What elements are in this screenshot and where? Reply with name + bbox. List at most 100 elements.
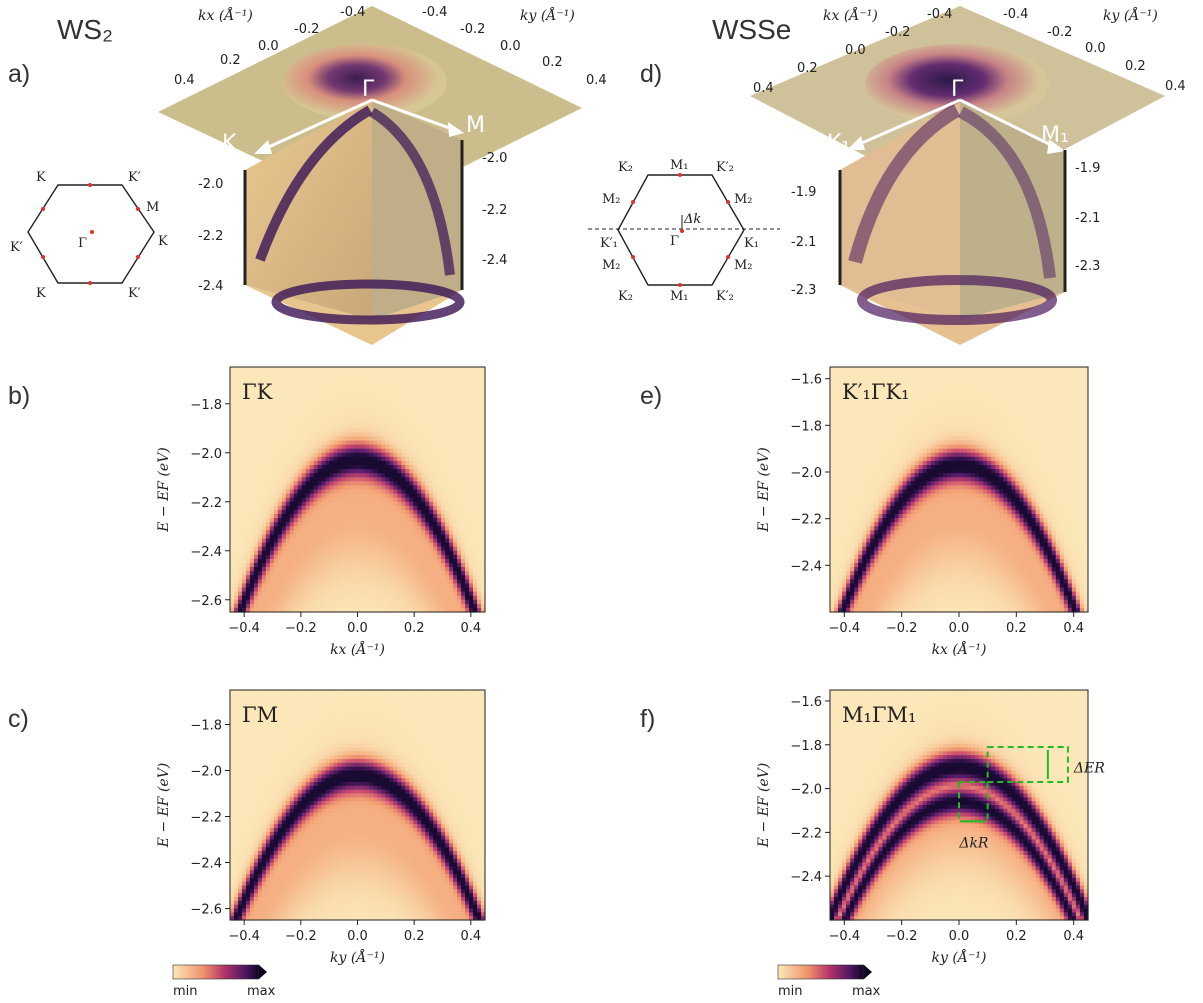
heatmap-cell — [230, 456, 235, 462]
a-k-label: K — [222, 131, 237, 156]
heatmap-cell — [249, 789, 255, 795]
heatmap-cell — [309, 587, 315, 593]
heatmap-cell — [481, 497, 486, 503]
heatmap-cell — [393, 607, 398, 613]
heatmap-cell — [389, 420, 394, 425]
heatmap-cell — [301, 558, 307, 564]
heatmap-cell — [265, 371, 271, 376]
heatmap-cell — [365, 509, 371, 515]
heatmap-cell — [285, 448, 291, 454]
heatmap-cell — [265, 481, 271, 487]
heatmap-cell — [230, 603, 235, 609]
heatmap-cell — [365, 407, 371, 413]
heatmap-cell — [249, 713, 255, 718]
heatmap-cell — [345, 599, 351, 605]
heatmap-cell — [249, 690, 255, 695]
heatmap-cell — [257, 877, 263, 883]
heatmap-cell — [349, 371, 355, 376]
heatmap-cell — [421, 420, 426, 425]
heatmap-cell — [265, 485, 271, 491]
heatmap-cell — [321, 383, 327, 389]
heatmap-cell — [341, 530, 347, 536]
heatmap-cell — [461, 452, 466, 458]
heatmap-cell — [389, 448, 394, 454]
heatmap-cell — [361, 563, 367, 568]
heatmap-cell — [417, 554, 422, 560]
heatmap-cell — [245, 526, 251, 531]
heatmap-cell — [261, 693, 267, 699]
heatmap-cell — [425, 558, 430, 564]
heatmap-cell — [257, 716, 263, 722]
heatmap-cell — [281, 591, 287, 597]
heatmap-cell — [477, 395, 482, 401]
heatmap-cell — [385, 509, 390, 515]
heatmap-cell — [265, 428, 271, 433]
heatmap-cell — [409, 505, 414, 511]
heatmap-cell — [465, 489, 470, 495]
heatmap-cell — [421, 379, 426, 384]
heatmap-cell — [241, 371, 247, 376]
heatmap-cell — [257, 858, 263, 864]
heatmap-cell — [313, 481, 319, 487]
heatmap-cell — [265, 881, 271, 887]
heatmap-cell — [317, 399, 323, 405]
heatmap-cell — [393, 407, 398, 413]
heatmap-cell — [457, 546, 462, 552]
heatmap-cell — [237, 782, 243, 787]
heatmap-cells-b — [230, 367, 486, 613]
heatmap-cell — [337, 375, 343, 380]
heatmap-cell — [277, 847, 283, 852]
heatmap-cell — [301, 542, 307, 548]
heatmap-cell — [309, 546, 315, 552]
heatmap-cell — [277, 843, 283, 848]
heatmap-cell — [401, 428, 406, 433]
heatmap-cell — [477, 375, 482, 380]
heatmap-cell — [230, 862, 235, 867]
heatmap-cell — [437, 509, 442, 515]
heatmap-cell — [361, 407, 367, 413]
heatmap-cell — [421, 522, 426, 527]
heatmap-cell — [445, 571, 450, 576]
heatmap-cell — [381, 387, 386, 393]
heatmap-cell — [345, 375, 351, 380]
heatmap-cell — [345, 452, 351, 458]
d-etick-r1: -2.1 — [1075, 211, 1100, 226]
heatmap-cell — [230, 851, 235, 856]
heatmap-cell — [445, 567, 450, 572]
heatmap-cell — [441, 444, 446, 450]
heatmap-cell — [481, 436, 486, 442]
heatmap-cell — [393, 428, 398, 433]
heatmap-cell — [241, 785, 247, 791]
heatmap-cell — [237, 554, 243, 560]
heatmap-cell — [281, 885, 287, 890]
heatmap-cell — [249, 762, 255, 768]
heatmap-cell — [429, 554, 434, 560]
heatmap-cell — [401, 571, 406, 576]
heatmap-cell — [273, 900, 279, 906]
heatmap-cell — [389, 505, 394, 511]
heatmap-cell — [365, 452, 371, 458]
heatmap-cell — [277, 403, 283, 409]
heatmap-cell — [285, 709, 291, 714]
heatmap-cell — [249, 889, 255, 894]
heatmap-cell — [405, 558, 410, 564]
heatmap-cell — [257, 371, 263, 376]
heatmap-cell — [305, 591, 311, 597]
heatmap-cell — [329, 424, 335, 429]
heatmap-cell — [397, 579, 402, 585]
heatmap-cell — [457, 607, 462, 613]
heatmap-cell — [341, 416, 347, 421]
heatmap-cell — [393, 583, 398, 589]
heatmap-cell — [317, 493, 323, 499]
heatmap-cell — [257, 755, 263, 760]
heatmap-cell — [401, 465, 406, 470]
heatmap-cell — [333, 583, 339, 589]
heatmap-cell — [321, 509, 327, 515]
heatmap-cell — [281, 407, 287, 413]
heatmap-cell — [241, 831, 247, 837]
heatmap-cell — [285, 460, 291, 466]
heatmap-cell — [281, 697, 287, 703]
heatmap-cell — [289, 877, 295, 883]
heatmap-cell — [465, 432, 470, 438]
d-ktick-l3: -0.2 — [885, 25, 910, 40]
